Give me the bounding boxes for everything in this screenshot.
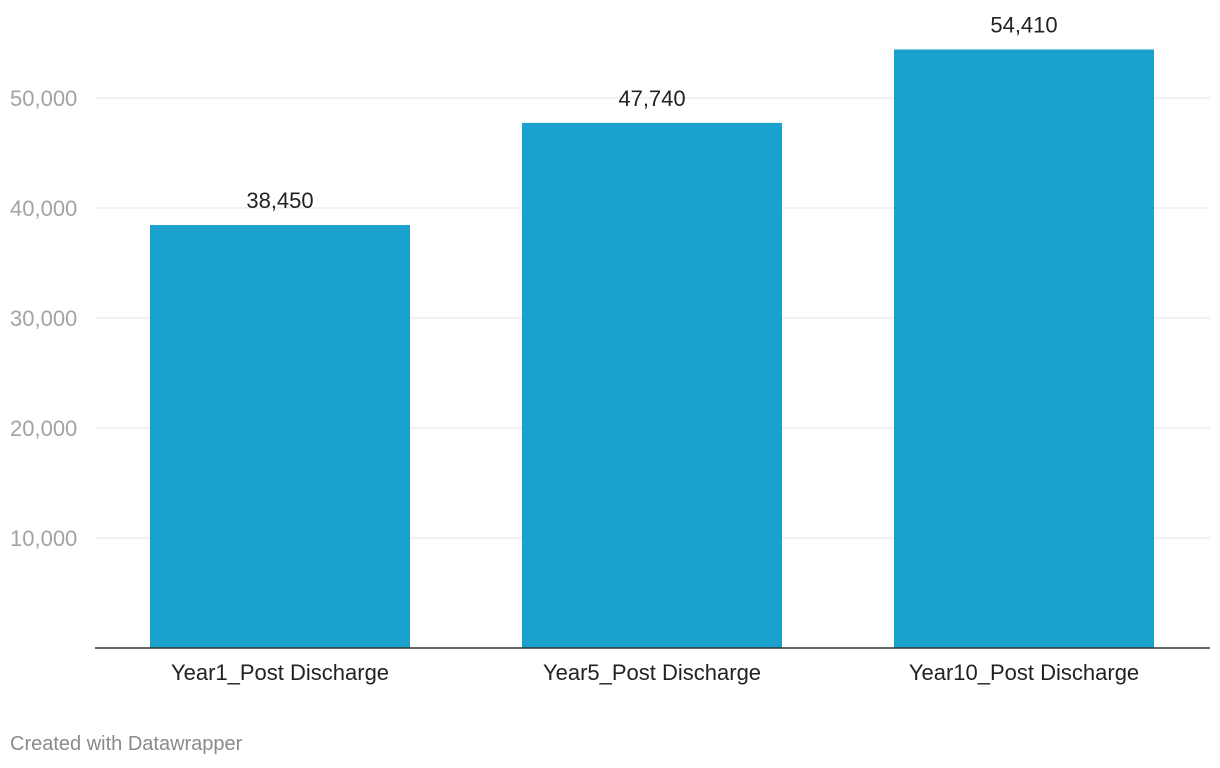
bar-chart: 10,000 20,000 30,000 40,000 50,000 38,450 47,… — [10, 12, 1210, 685]
y-axis: 10,000 20,000 30,000 40,000 50,000 — [10, 86, 77, 551]
y-tick-label: 30,000 — [10, 306, 77, 331]
bars — [150, 49, 1154, 649]
x-tick-label: Year10_Post Discharge — [909, 660, 1139, 685]
bar — [522, 122, 782, 649]
bar — [150, 225, 410, 649]
y-tick-label: 40,000 — [10, 196, 77, 221]
bar-value-label: 54,410 — [990, 12, 1057, 37]
x-axis: Year1_Post Discharge Year5_Post Discharge… — [95, 647, 1210, 685]
y-tick-label: 10,000 — [10, 526, 77, 551]
bar — [894, 49, 1154, 649]
y-tick-label: 20,000 — [10, 416, 77, 441]
x-tick-label: Year1_Post Discharge — [171, 660, 389, 685]
y-tick-label: 50,000 — [10, 86, 77, 111]
x-tick-label: Year5_Post Discharge — [543, 660, 761, 685]
bar-value-label: 38,450 — [246, 188, 313, 213]
bar-value-labels: 38,450 47,740 54,410 — [246, 12, 1057, 213]
bar-value-label: 47,740 — [618, 86, 685, 111]
datawrapper-credit: Created with Datawrapper — [10, 733, 243, 755]
